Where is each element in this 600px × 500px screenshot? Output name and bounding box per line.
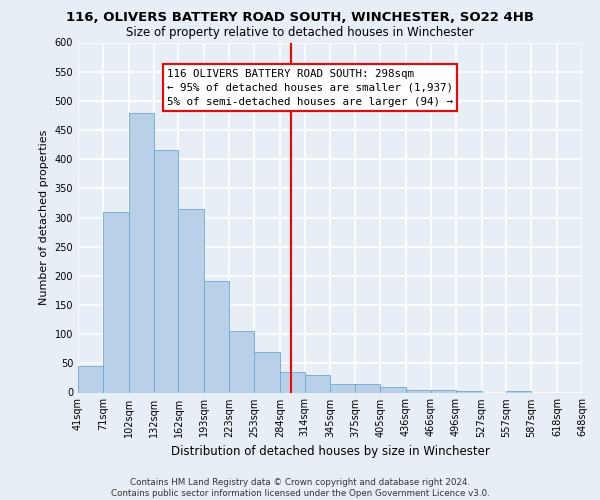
Bar xyxy=(128,112,154,392)
Bar xyxy=(254,352,280,393)
Bar xyxy=(78,366,103,392)
Y-axis label: Number of detached properties: Number of detached properties xyxy=(39,130,49,305)
Bar xyxy=(280,372,305,392)
Bar xyxy=(380,387,406,392)
X-axis label: Distribution of detached houses by size in Winchester: Distribution of detached houses by size … xyxy=(170,445,490,458)
Bar xyxy=(355,384,380,392)
Bar xyxy=(178,209,204,392)
Text: 116, OLIVERS BATTERY ROAD SOUTH, WINCHESTER, SO22 4HB: 116, OLIVERS BATTERY ROAD SOUTH, WINCHES… xyxy=(66,11,534,24)
Bar xyxy=(331,384,355,392)
Bar xyxy=(229,331,254,392)
Bar xyxy=(154,150,178,392)
Text: 116 OLIVERS BATTERY ROAD SOUTH: 298sqm
← 95% of detached houses are smaller (1,9: 116 OLIVERS BATTERY ROAD SOUTH: 298sqm ←… xyxy=(167,68,453,107)
Text: Contains HM Land Registry data © Crown copyright and database right 2024.
Contai: Contains HM Land Registry data © Crown c… xyxy=(110,478,490,498)
Bar xyxy=(456,391,482,392)
Bar xyxy=(103,212,128,392)
Bar xyxy=(406,390,431,392)
Bar xyxy=(305,375,331,392)
Text: Size of property relative to detached houses in Winchester: Size of property relative to detached ho… xyxy=(126,26,474,39)
Bar xyxy=(204,280,229,392)
Bar xyxy=(431,390,456,392)
